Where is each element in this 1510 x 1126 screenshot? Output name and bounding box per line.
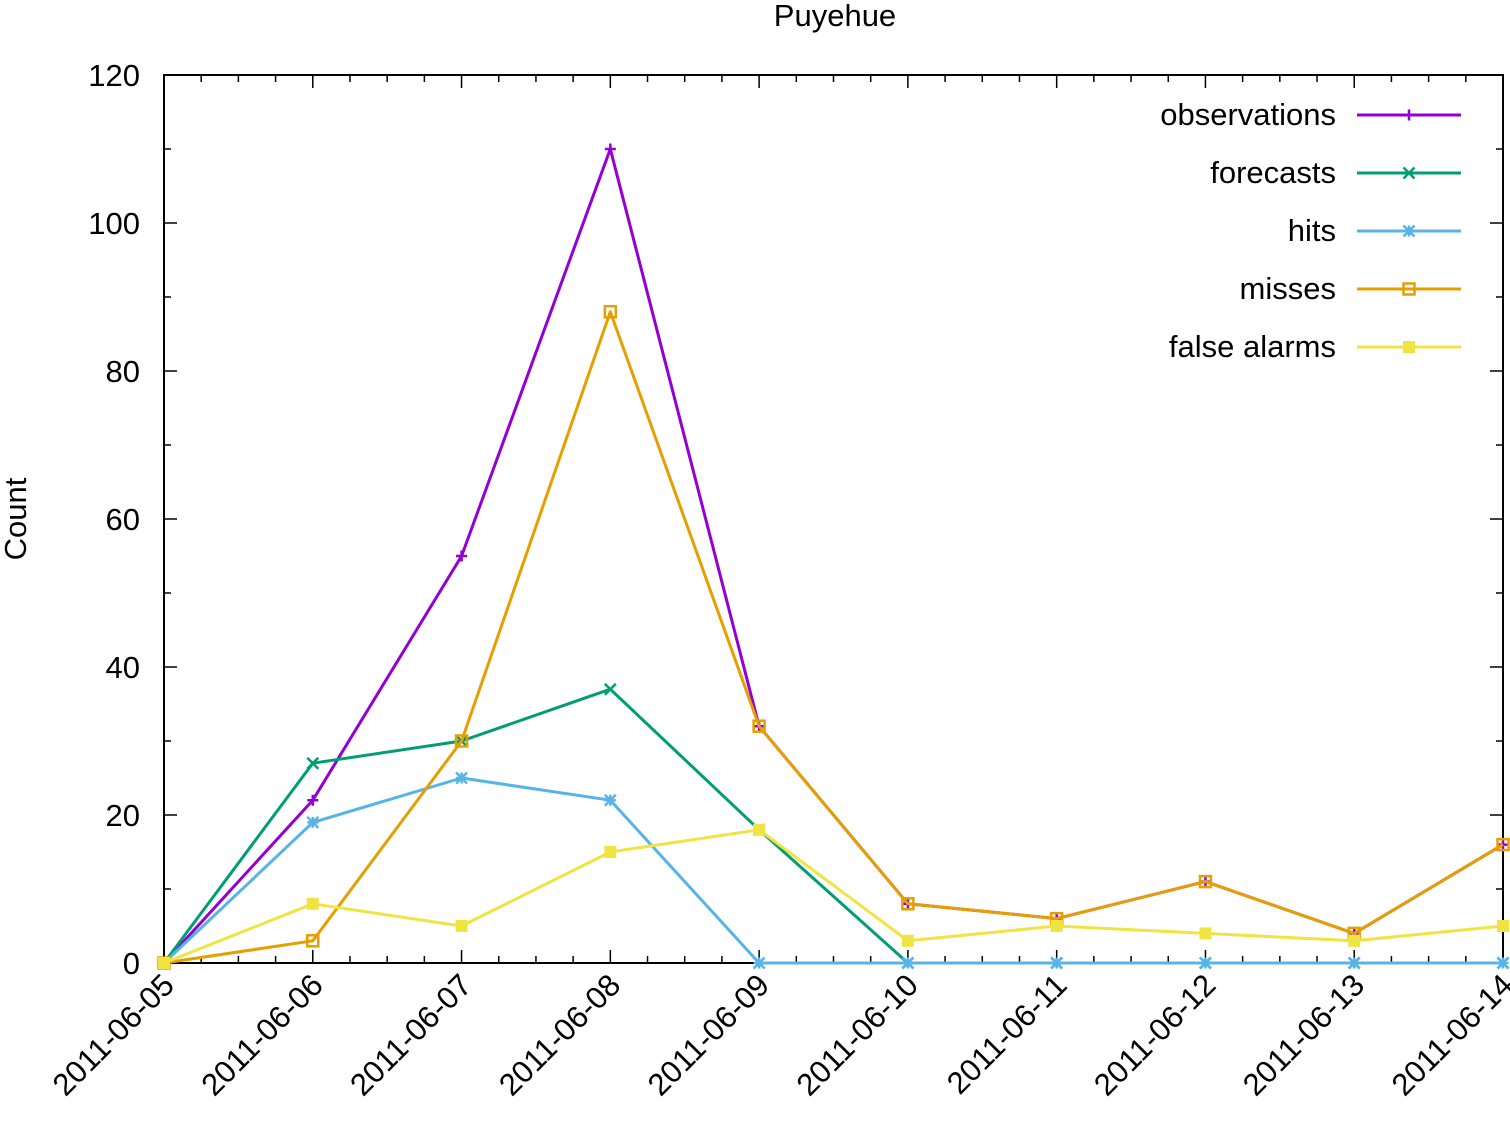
- data-point-false-alarms: [1348, 934, 1361, 947]
- legend-label-hits: hits: [1288, 213, 1336, 248]
- series-misses: [157, 305, 1510, 970]
- legend-marker-false-alarms: [1403, 341, 1415, 353]
- data-point-false-alarms: [1199, 927, 1212, 940]
- data-point-misses: [901, 897, 915, 911]
- x-tick-label: 2011-06-14: [1385, 967, 1510, 1102]
- data-point-hits: [455, 771, 468, 785]
- series-line-misses: [163, 310, 1504, 965]
- data-point-hits: [1347, 956, 1361, 970]
- data-point-false-alarms: [1050, 920, 1063, 932]
- x-tick-label: 2011-06-13: [1236, 967, 1371, 1102]
- data-point-observations: [604, 143, 616, 155]
- y-tick-label: 60: [106, 502, 140, 537]
- legend-marker-forecasts: [1402, 166, 1416, 180]
- legend-label-observations: observations: [1160, 97, 1336, 132]
- data-point-false-alarms: [455, 920, 468, 932]
- legend-label-misses: misses: [1240, 271, 1336, 306]
- data-point-misses: [454, 734, 469, 748]
- data-point-hits: [901, 956, 915, 970]
- series-false-alarms: [158, 823, 1509, 969]
- legend: observations forecasts hits misses false ala…: [1160, 97, 1461, 364]
- x-tick-label: 2011-06-07: [343, 967, 478, 1102]
- data-point-forecasts: [603, 682, 617, 696]
- x-tick-label: 2011-06-06: [194, 967, 329, 1102]
- x-tick-label: 2011-06-08: [492, 967, 627, 1102]
- series-line-forecasts: [162, 687, 1503, 965]
- legend-marker-hits: [1402, 224, 1416, 238]
- x-tick-label: 2011-06-09: [641, 967, 776, 1102]
- x-tick-label: 2011-06-11: [940, 967, 1074, 1101]
- series-forecasts: [157, 682, 1510, 970]
- data-point-false-alarms: [1497, 920, 1509, 932]
- y-tick-label: 80: [106, 354, 140, 389]
- y-tick-label: 0: [123, 946, 140, 981]
- data-point-hits: [603, 793, 617, 807]
- data-point-forecasts: [306, 756, 320, 770]
- legend-label-false-alarms: false alarms: [1169, 329, 1336, 364]
- data-point-hits: [1199, 956, 1212, 970]
- y-tick-label: 20: [106, 798, 140, 833]
- series-line-hits: [162, 776, 1503, 965]
- data-point-misses: [1198, 874, 1213, 889]
- data-point-false-alarms: [604, 846, 617, 858]
- x-tick-label: 2011-06-12: [1087, 967, 1222, 1102]
- legend-label-forecasts: forecasts: [1210, 155, 1336, 190]
- data-point-misses: [306, 934, 320, 948]
- y-tick-label: 40: [106, 650, 140, 685]
- data-point-hits: [1496, 956, 1510, 970]
- data-point-hits: [306, 816, 320, 829]
- series-hits: [157, 771, 1510, 970]
- data-point-false-alarms: [753, 823, 766, 836]
- y-tick-label: 100: [88, 206, 140, 241]
- y-axis-label: Count: [0, 477, 33, 560]
- chart-title: Puyehue: [774, 0, 896, 33]
- legend-marker-observations: [1403, 109, 1415, 121]
- data-point-hits: [1050, 956, 1064, 970]
- data-point-false-alarms: [901, 934, 914, 947]
- x-tick-label: 2011-06-10: [790, 967, 925, 1102]
- data-point-observations: [456, 550, 468, 562]
- data-point-misses: [603, 305, 618, 319]
- data-point-misses: [752, 719, 766, 733]
- legend-marker-misses: [1402, 282, 1416, 296]
- data-point-hits: [752, 956, 766, 970]
- data-point-false-alarms: [158, 957, 170, 969]
- x-tick-label: 2011-06-05: [46, 967, 181, 1102]
- data-point-false-alarms: [306, 897, 319, 910]
- series-lines: [157, 143, 1510, 970]
- plot-border: [163, 74, 1504, 964]
- y-tick-label: 120: [88, 58, 140, 93]
- data-point-observations: [307, 794, 319, 806]
- series-line-false-alarms: [163, 828, 1504, 965]
- data-point-misses: [1496, 837, 1510, 852]
- series-observations: [158, 143, 1509, 969]
